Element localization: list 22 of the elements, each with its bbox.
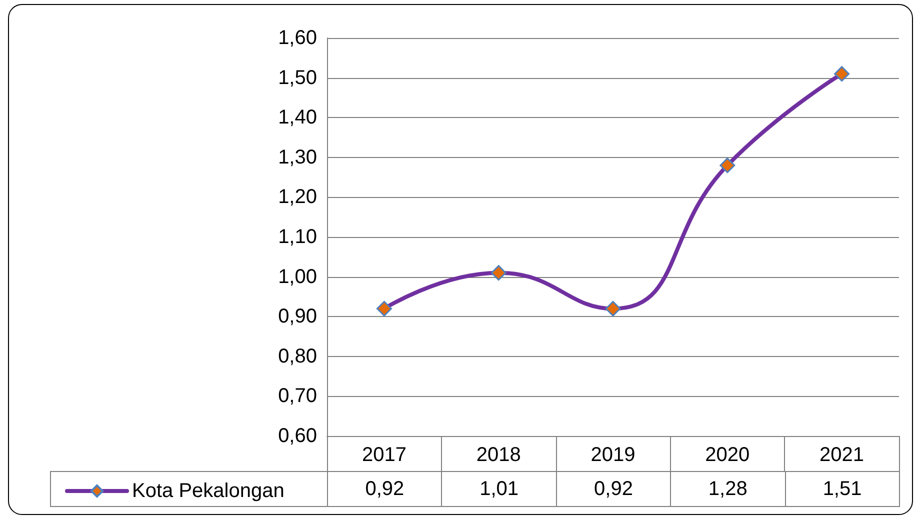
y-tick-label: 1,10 [278, 226, 317, 248]
data-label: 0,92 [556, 471, 672, 507]
data-label: 1,28 [670, 471, 786, 507]
y-tick-label: 0,80 [278, 345, 317, 368]
y-tick-label: 0,70 [278, 385, 317, 408]
y-tick-label: 0,90 [278, 306, 317, 328]
y-tick-label: 1,20 [278, 186, 317, 208]
x-tick-label: 2019 [590, 444, 636, 466]
y-tick-label: 1,30 [278, 146, 317, 168]
legend-label: Kota Pekalongan [132, 480, 284, 502]
y-tick-label: 1,50 [278, 66, 317, 89]
x-tick-label: 2017 [362, 444, 406, 466]
y-tick-label: 1,00 [278, 266, 317, 288]
y-tick-label: 1,60 [278, 27, 317, 49]
data-label: 1,51 [784, 471, 900, 507]
x-tick-label: 2020 [705, 444, 750, 466]
y-tick-label: 0,60 [278, 425, 317, 447]
x-tick-label: 2018 [476, 444, 521, 466]
y-tick-label: 1,40 [278, 106, 317, 129]
data-label: 1,01 [441, 471, 557, 507]
x-tick-label: 2021 [820, 444, 864, 466]
data-label: 0,92 [327, 471, 442, 507]
